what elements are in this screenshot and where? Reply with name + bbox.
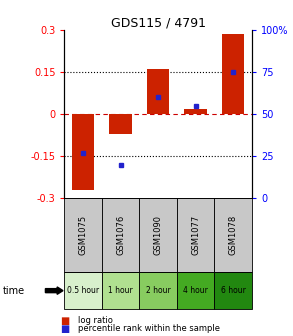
Bar — [185, 109, 207, 114]
Text: log ratio: log ratio — [78, 317, 113, 325]
Bar — [177, 272, 214, 309]
Text: ■: ■ — [60, 324, 69, 334]
Text: ■: ■ — [60, 316, 69, 326]
Text: GSM1076: GSM1076 — [116, 215, 125, 255]
Bar — [110, 114, 132, 134]
Text: 4 hour: 4 hour — [183, 286, 208, 295]
Bar — [139, 272, 177, 309]
Bar — [222, 35, 244, 114]
Bar — [177, 198, 214, 272]
Bar — [147, 70, 169, 114]
Text: 1 hour: 1 hour — [108, 286, 133, 295]
Bar — [72, 114, 94, 190]
Text: percentile rank within the sample: percentile rank within the sample — [78, 324, 220, 333]
Bar — [102, 198, 139, 272]
Bar — [102, 272, 139, 309]
Bar — [214, 272, 252, 309]
Text: GSM1075: GSM1075 — [79, 215, 88, 255]
Text: GSM1090: GSM1090 — [154, 215, 163, 255]
Bar — [214, 198, 252, 272]
Text: time: time — [3, 286, 25, 296]
Text: GSM1078: GSM1078 — [229, 215, 238, 255]
Text: 6 hour: 6 hour — [221, 286, 246, 295]
Bar — [64, 198, 102, 272]
Bar — [139, 198, 177, 272]
Title: GDS115 / 4791: GDS115 / 4791 — [111, 16, 206, 29]
Text: GSM1077: GSM1077 — [191, 215, 200, 255]
Text: 0.5 hour: 0.5 hour — [67, 286, 99, 295]
Text: 2 hour: 2 hour — [146, 286, 171, 295]
Bar — [64, 272, 102, 309]
